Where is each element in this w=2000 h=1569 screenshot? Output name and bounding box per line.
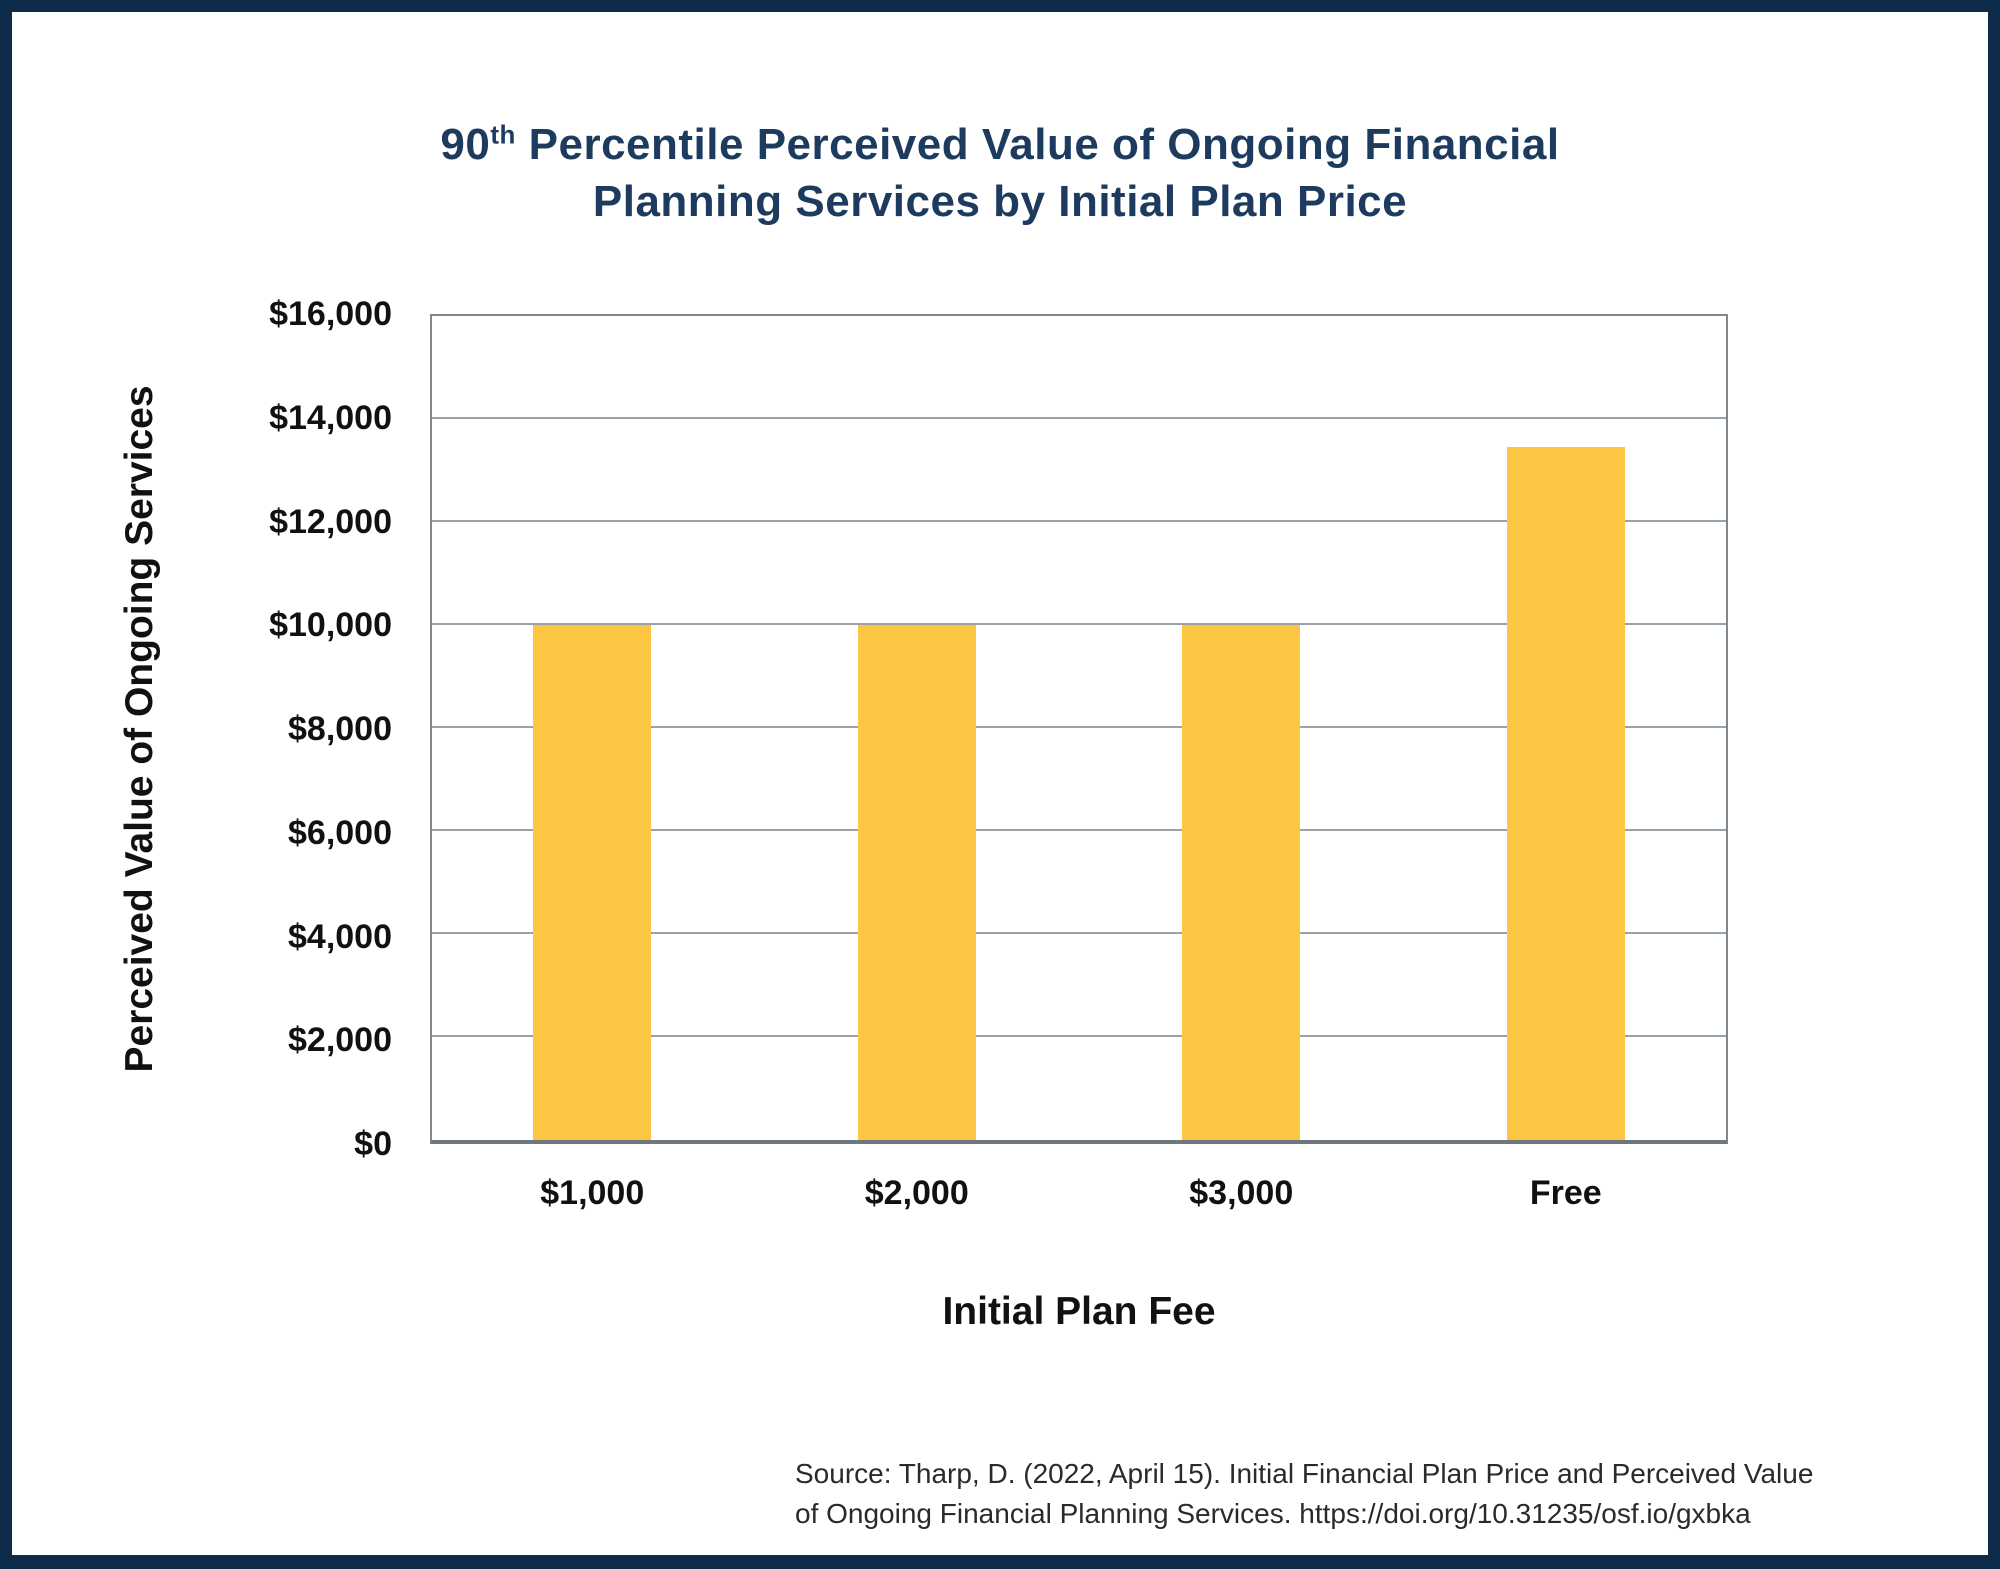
y-tick-label: $16,000	[269, 295, 392, 333]
y-tick-label: $10,000	[269, 606, 392, 645]
gridline	[432, 829, 1726, 831]
x-axis-title: Initial Plan Fee	[942, 1290, 1216, 1333]
bar-free	[1506, 447, 1625, 1140]
chart-title-line1: 90th Percentile Perceived Value of Ongoi…	[440, 119, 1560, 169]
bar-3000	[1182, 625, 1301, 1140]
x-tick-label: $2,000	[864, 1174, 969, 1212]
chart-title-line2: Planning Services by Initial Plan Price	[592, 177, 1408, 226]
bar-1000	[533, 625, 652, 1140]
y-tick-label: $12,000	[269, 502, 392, 541]
x-tick-label: $3,000	[1189, 1174, 1294, 1212]
plot-area	[430, 314, 1728, 1144]
x-tick-label: $1,000	[540, 1174, 645, 1212]
y-axis-title: Perceived Value of Ongoing Services	[118, 385, 161, 1073]
gridline	[432, 726, 1726, 728]
chart-title: 90th Percentile Perceived Value of Ongoi…	[12, 116, 1988, 230]
bar-2000	[857, 625, 976, 1140]
gridline	[432, 417, 1726, 419]
y-tick-label: $14,000	[269, 398, 392, 437]
y-tick-label: $0	[354, 1125, 392, 1163]
source-citation: Source: Tharp, D. (2022, April 15). Init…	[795, 1454, 1975, 1534]
ordinal-superscript: th	[490, 119, 516, 150]
source-line1: Source: Tharp, D. (2022, April 15). Init…	[795, 1458, 1814, 1489]
y-tick-label: $8,000	[288, 710, 392, 748]
x-tick-label: Free	[1529, 1174, 1602, 1212]
y-tick-label: $2,000	[288, 1021, 392, 1060]
gridline	[432, 1035, 1726, 1037]
y-tick-label: $4,000	[288, 917, 392, 956]
gridline	[432, 932, 1726, 934]
source-line2: of Ongoing Financial Planning Services. …	[795, 1498, 1751, 1529]
gridline	[432, 623, 1726, 625]
gridline	[432, 520, 1726, 522]
y-tick-label: $6,000	[288, 813, 392, 852]
